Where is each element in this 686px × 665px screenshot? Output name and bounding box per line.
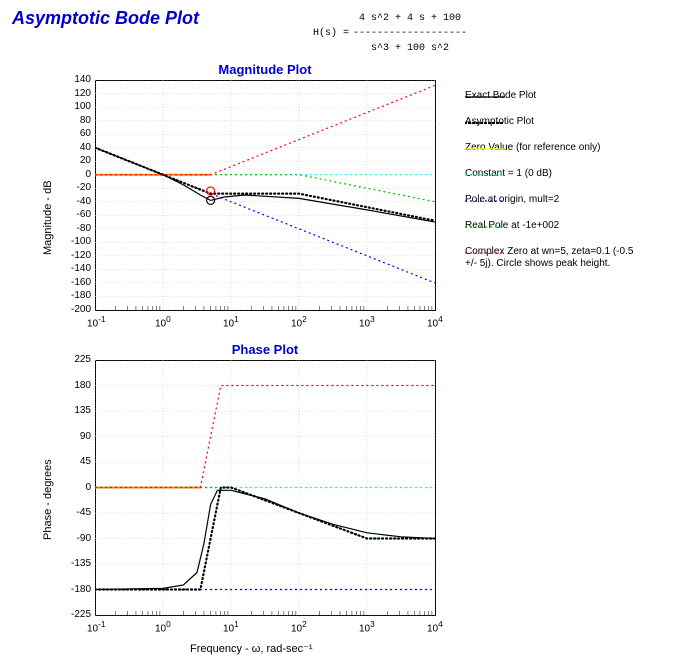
legend: Exact Bode Plot Asymptotic Plot Zero Value… [465,90,635,284]
legend-item: Real Pole at -1e+002 [465,220,635,232]
tf-numerator: 4 s^2 + 4 s + 100 [352,12,468,25]
y-tick-label: 20 [80,155,91,166]
legend-swatch [465,195,505,207]
legend-item: Constant = 1 (0 dB) [465,168,635,180]
y-tick-label: 40 [80,142,91,153]
y-tick-label: -40 [77,196,91,207]
magnitude-plot [95,80,437,312]
y-tick-label: 80 [80,115,91,126]
y-tick-label: -225 [71,609,91,620]
y-tick-label: 120 [74,88,91,99]
x-tick-label: 104 [427,314,443,329]
legend-swatch [465,91,505,103]
legend-swatch [465,221,505,233]
magnitude-y-axis-label: Magnitude - dB [42,180,54,255]
y-tick-label: -180 [71,584,91,595]
y-tick-label: 135 [74,405,91,416]
legend-swatch [465,169,505,181]
y-tick-label: -180 [71,290,91,301]
transfer-function: H(s) = 4 s^2 + 4 s + 100 ---------------… [310,10,470,57]
x-tick-label: 101 [223,314,239,329]
y-tick-label: 225 [74,354,91,365]
legend-swatch [465,143,505,155]
y-tick-label: 180 [74,380,91,391]
x-tick-label: 102 [291,619,307,634]
y-tick-label: 0 [85,169,91,180]
y-tick-label: 45 [80,456,91,467]
page-title: Asymptotic Bode Plot [12,8,199,29]
x-tick-label: 103 [359,619,375,634]
x-tick-label: 101 [223,619,239,634]
phase-plot-title: Phase Plot [95,342,435,357]
x-tick-label: 103 [359,314,375,329]
y-tick-label: 140 [74,74,91,85]
legend-item: Zero Value (for reference only) [465,142,635,154]
phase-x-axis-label: Frequency - ω, rad-sec⁻¹ [190,642,313,655]
y-tick-label: -45 [77,507,91,518]
y-tick-label: -80 [77,223,91,234]
tf-fraction-line: ------------------- [352,27,468,40]
y-tick-label: -160 [71,277,91,288]
tf-denominator: s^3 + 100 s^2 [352,42,468,55]
magnitude-plot-title: Magnitude Plot [95,62,435,77]
y-tick-label: 100 [74,101,91,112]
x-tick-label: 102 [291,314,307,329]
x-tick-label: 104 [427,619,443,634]
x-tick-label: 10-1 [87,314,106,329]
x-tick-label: 100 [155,314,171,329]
tf-lhs: H(s) = [312,12,350,55]
y-tick-label: -200 [71,304,91,315]
x-tick-label: 10-1 [87,619,106,634]
legend-swatch [465,117,505,129]
y-tick-label: -140 [71,263,91,274]
x-tick-label: 100 [155,619,171,634]
y-tick-label: 60 [80,128,91,139]
y-tick-label: -20 [77,182,91,193]
y-tick-label: -120 [71,250,91,261]
y-tick-label: -90 [77,533,91,544]
legend-swatch [465,247,505,259]
phase-plot [95,360,437,617]
legend-item: Pole at origin, mult=2 [465,194,635,206]
legend-item: Exact Bode Plot [465,90,635,102]
y-tick-label: -60 [77,209,91,220]
y-tick-label: -100 [71,236,91,247]
y-tick-label: 0 [85,482,91,493]
legend-item: Asymptotic Plot [465,116,635,128]
legend-item: Complex Zero at wn=5, zeta=0.1 (-0.5 +/-… [465,246,635,270]
y-tick-label: 90 [80,431,91,442]
y-tick-label: -135 [71,558,91,569]
phase-y-axis-label: Phase - degrees [42,459,54,540]
